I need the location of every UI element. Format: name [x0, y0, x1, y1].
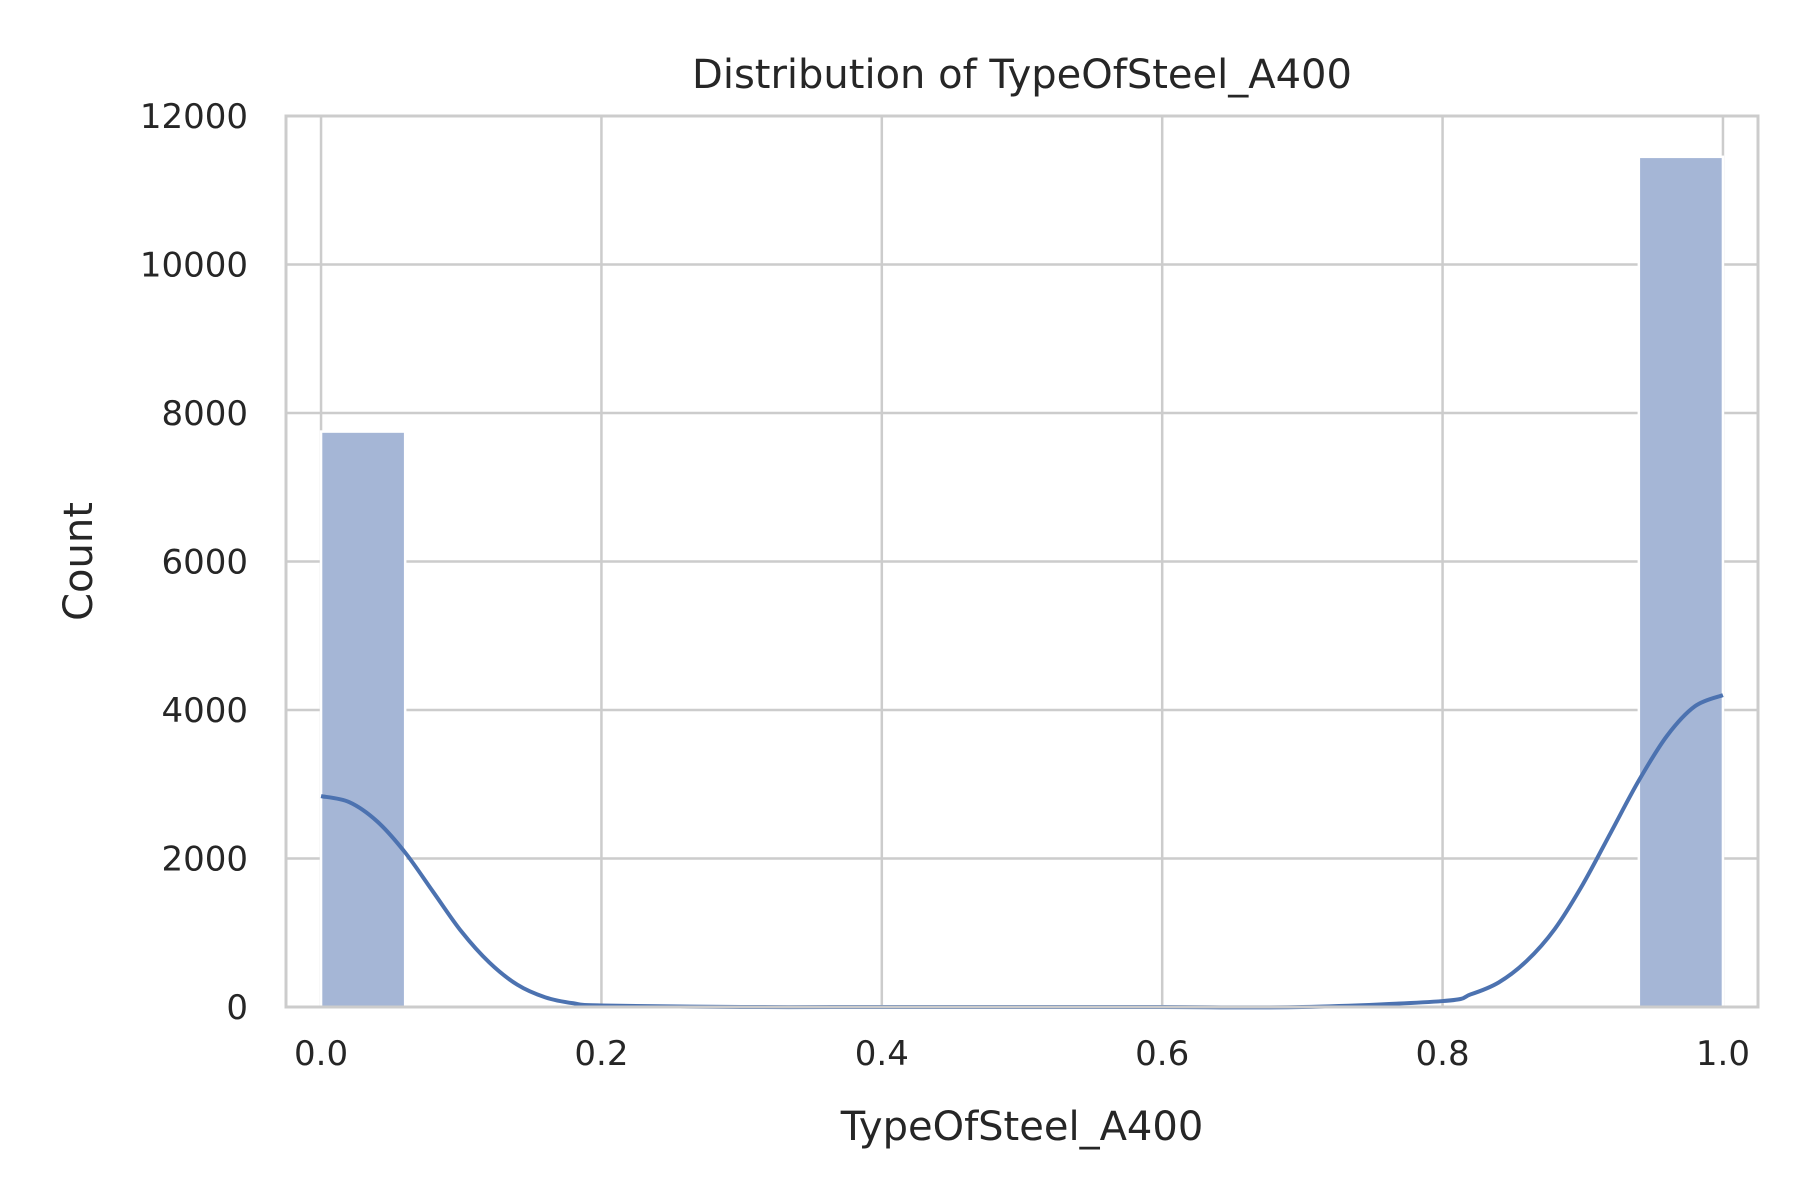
y-tick-label: 4000: [161, 691, 248, 731]
y-tick-label: 6000: [161, 543, 248, 583]
y-tick-label: 10000: [140, 246, 248, 286]
kde-curve-group: [320, 693, 1724, 1010]
kde-curve: [320, 693, 1724, 1010]
y-tick-label: 8000: [161, 394, 248, 434]
histogram-bar: [319, 430, 407, 1009]
plot-frame: [284, 114, 1760, 1009]
x-tick-labels: 0.0 0.2 0.4 0.6 0.8 1.0: [294, 1034, 1750, 1074]
y-tick-label: 2000: [161, 840, 248, 880]
x-tick-label: 0.6: [1135, 1034, 1189, 1074]
x-axis-label: TypeOfSteel_A400: [840, 1104, 1204, 1150]
x-tick-label: 0.8: [1416, 1034, 1470, 1074]
histogram-bar: [1637, 155, 1725, 1009]
y-tick-labels: 0 2000 4000 6000 8000 10000 12000: [140, 97, 248, 1028]
x-tick-label: 0.2: [574, 1034, 628, 1074]
x-tick-label: 1.0: [1696, 1034, 1750, 1074]
x-tick-label: 0.4: [855, 1034, 909, 1074]
y-axis-label: Count: [56, 502, 102, 621]
chart-title: Distribution of TypeOfSteel_A400: [692, 52, 1352, 98]
y-tick-label: 0: [226, 988, 248, 1028]
grid-lines: [286, 114, 1758, 1009]
x-tick-label: 0.0: [294, 1034, 348, 1074]
y-tick-label: 12000: [140, 97, 248, 137]
histogram-bars: [319, 155, 1725, 1009]
